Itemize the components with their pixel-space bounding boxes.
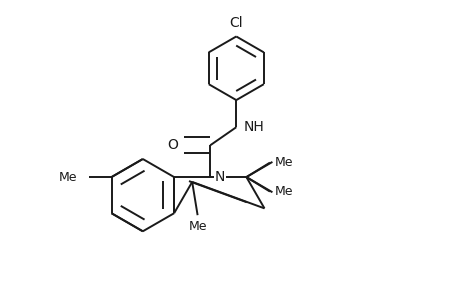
Text: Cl: Cl [229,16,242,29]
Text: Me: Me [274,156,293,169]
Text: Me: Me [274,185,293,198]
Text: O: O [168,138,178,152]
Text: Me: Me [58,171,77,184]
Text: N: N [214,170,224,184]
Text: NH: NH [243,120,264,134]
Text: Me: Me [188,220,207,233]
